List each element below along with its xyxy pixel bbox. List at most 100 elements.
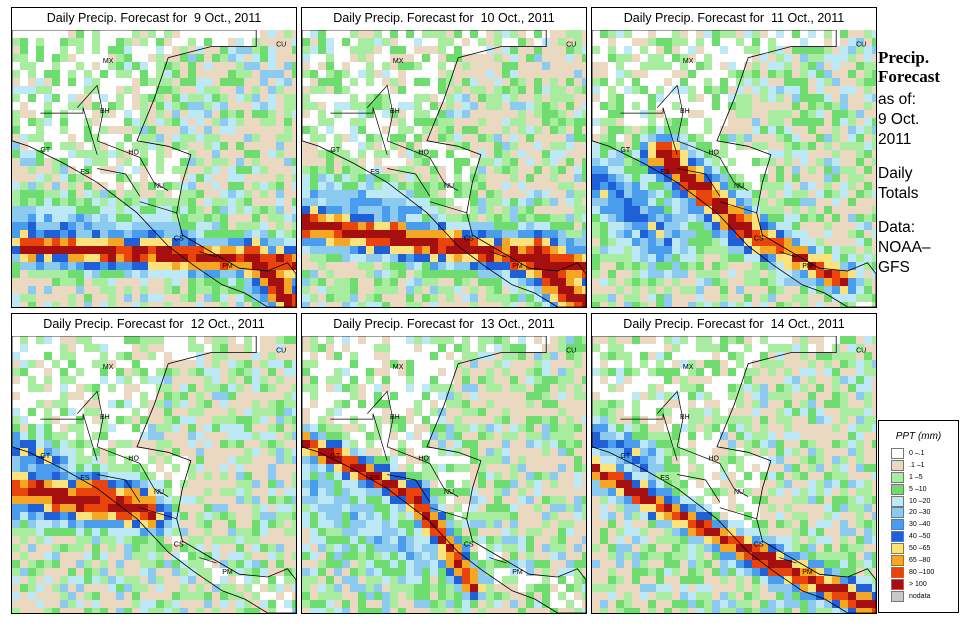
- precip-cell: [350, 142, 358, 150]
- precip-cell: [792, 214, 800, 222]
- precip-cell: [244, 70, 252, 78]
- precip-cell: [648, 134, 656, 142]
- precip-cell: [124, 544, 132, 552]
- precip-cell: [680, 206, 688, 214]
- precip-cell: [808, 190, 816, 198]
- precip-cell: [212, 94, 220, 102]
- precip-cell: [204, 520, 212, 528]
- precip-cell: [44, 552, 52, 560]
- precip-cell: [108, 222, 116, 230]
- precip-cell: [872, 110, 876, 118]
- precip-cell: [808, 70, 816, 78]
- precip-cell: [712, 174, 720, 182]
- precip-cell: [840, 86, 848, 94]
- precip-cell: [856, 190, 864, 198]
- precip-cell: [60, 174, 68, 182]
- precip-cell: [374, 46, 382, 54]
- precip-cell: [268, 440, 276, 448]
- precip-cell: [140, 166, 148, 174]
- precip-cell: [656, 126, 664, 134]
- precip-cell: [116, 344, 124, 352]
- precip-cell: [752, 46, 760, 54]
- precip-cell: [534, 238, 542, 246]
- precip-cell: [276, 336, 284, 344]
- precip-cell: [116, 94, 124, 102]
- precip-cell: [124, 560, 132, 568]
- precip-cell: [292, 384, 296, 392]
- precip-cell: [808, 302, 816, 307]
- precip-cell: [100, 456, 108, 464]
- precip-cell: [592, 230, 600, 238]
- precip-cell: [92, 214, 100, 222]
- precip-cell: [44, 182, 52, 190]
- precip-cell: [768, 38, 776, 46]
- precip-cell: [204, 488, 212, 496]
- precip-cell: [76, 360, 84, 368]
- precip-cell: [310, 206, 318, 214]
- precip-cell: [326, 206, 334, 214]
- precip-cell: [204, 544, 212, 552]
- precip-cell: [672, 94, 680, 102]
- precip-cell: [558, 214, 566, 222]
- country-border: [97, 168, 141, 197]
- precip-cell: [840, 230, 848, 238]
- precip-cell: [648, 94, 656, 102]
- precip-cell: [390, 46, 398, 54]
- precip-cell: [108, 568, 116, 576]
- precip-cell: [116, 62, 124, 70]
- precip-cell: [656, 134, 664, 142]
- precip-cell: [28, 118, 36, 126]
- precip-cell: [84, 286, 92, 294]
- precip-cell: [728, 102, 736, 110]
- precip-cell: [832, 102, 840, 110]
- precip-cell: [52, 568, 60, 576]
- precip-cell: [398, 262, 406, 270]
- precip-cell: [20, 552, 28, 560]
- precip-cell: [358, 30, 366, 38]
- precip-cell: [44, 46, 52, 54]
- precip-cell: [180, 416, 188, 424]
- precip-cell: [228, 456, 236, 464]
- precip-cell: [776, 142, 784, 150]
- precip-cell: [156, 230, 164, 238]
- precip-cell: [864, 126, 872, 134]
- precip-cell: [542, 102, 550, 110]
- precip-cell: [800, 70, 808, 78]
- precip-cell: [382, 190, 390, 198]
- precip-cell: [84, 440, 92, 448]
- precip-cell: [398, 174, 406, 182]
- precip-cell: [36, 416, 44, 424]
- precip-cell: [124, 392, 132, 400]
- precip-cell: [574, 286, 582, 294]
- precip-cell: [824, 238, 832, 246]
- precip-cell: [220, 472, 228, 480]
- precip-cell: [100, 360, 108, 368]
- precip-cell: [872, 222, 876, 230]
- precip-cell: [382, 238, 390, 246]
- precip-cell: [292, 400, 296, 408]
- precip-cell: [334, 118, 342, 126]
- precip-cell: [284, 46, 292, 54]
- precip-cell: [220, 392, 228, 400]
- precip-cell: [454, 294, 462, 302]
- precip-cell: [776, 198, 784, 206]
- precip-cell: [680, 174, 688, 182]
- precip-cell: [220, 142, 228, 150]
- precip-cell: [350, 182, 358, 190]
- precip-cell: [350, 278, 358, 286]
- precip-cell: [736, 150, 744, 158]
- precip-cell: [260, 560, 268, 568]
- precip-cell: [414, 118, 422, 126]
- precip-cell: [784, 30, 792, 38]
- precip-cell: [172, 504, 180, 512]
- precip-cell: [180, 126, 188, 134]
- precip-cell: [156, 408, 164, 416]
- precip-cell: [664, 198, 672, 206]
- precip-cell: [116, 512, 124, 520]
- precip-cell: [284, 238, 292, 246]
- precip-cell: [334, 174, 342, 182]
- precip-cell: [574, 294, 582, 302]
- precip-cell: [542, 294, 550, 302]
- precip-cell: [204, 254, 212, 262]
- precip-cell: [44, 576, 52, 584]
